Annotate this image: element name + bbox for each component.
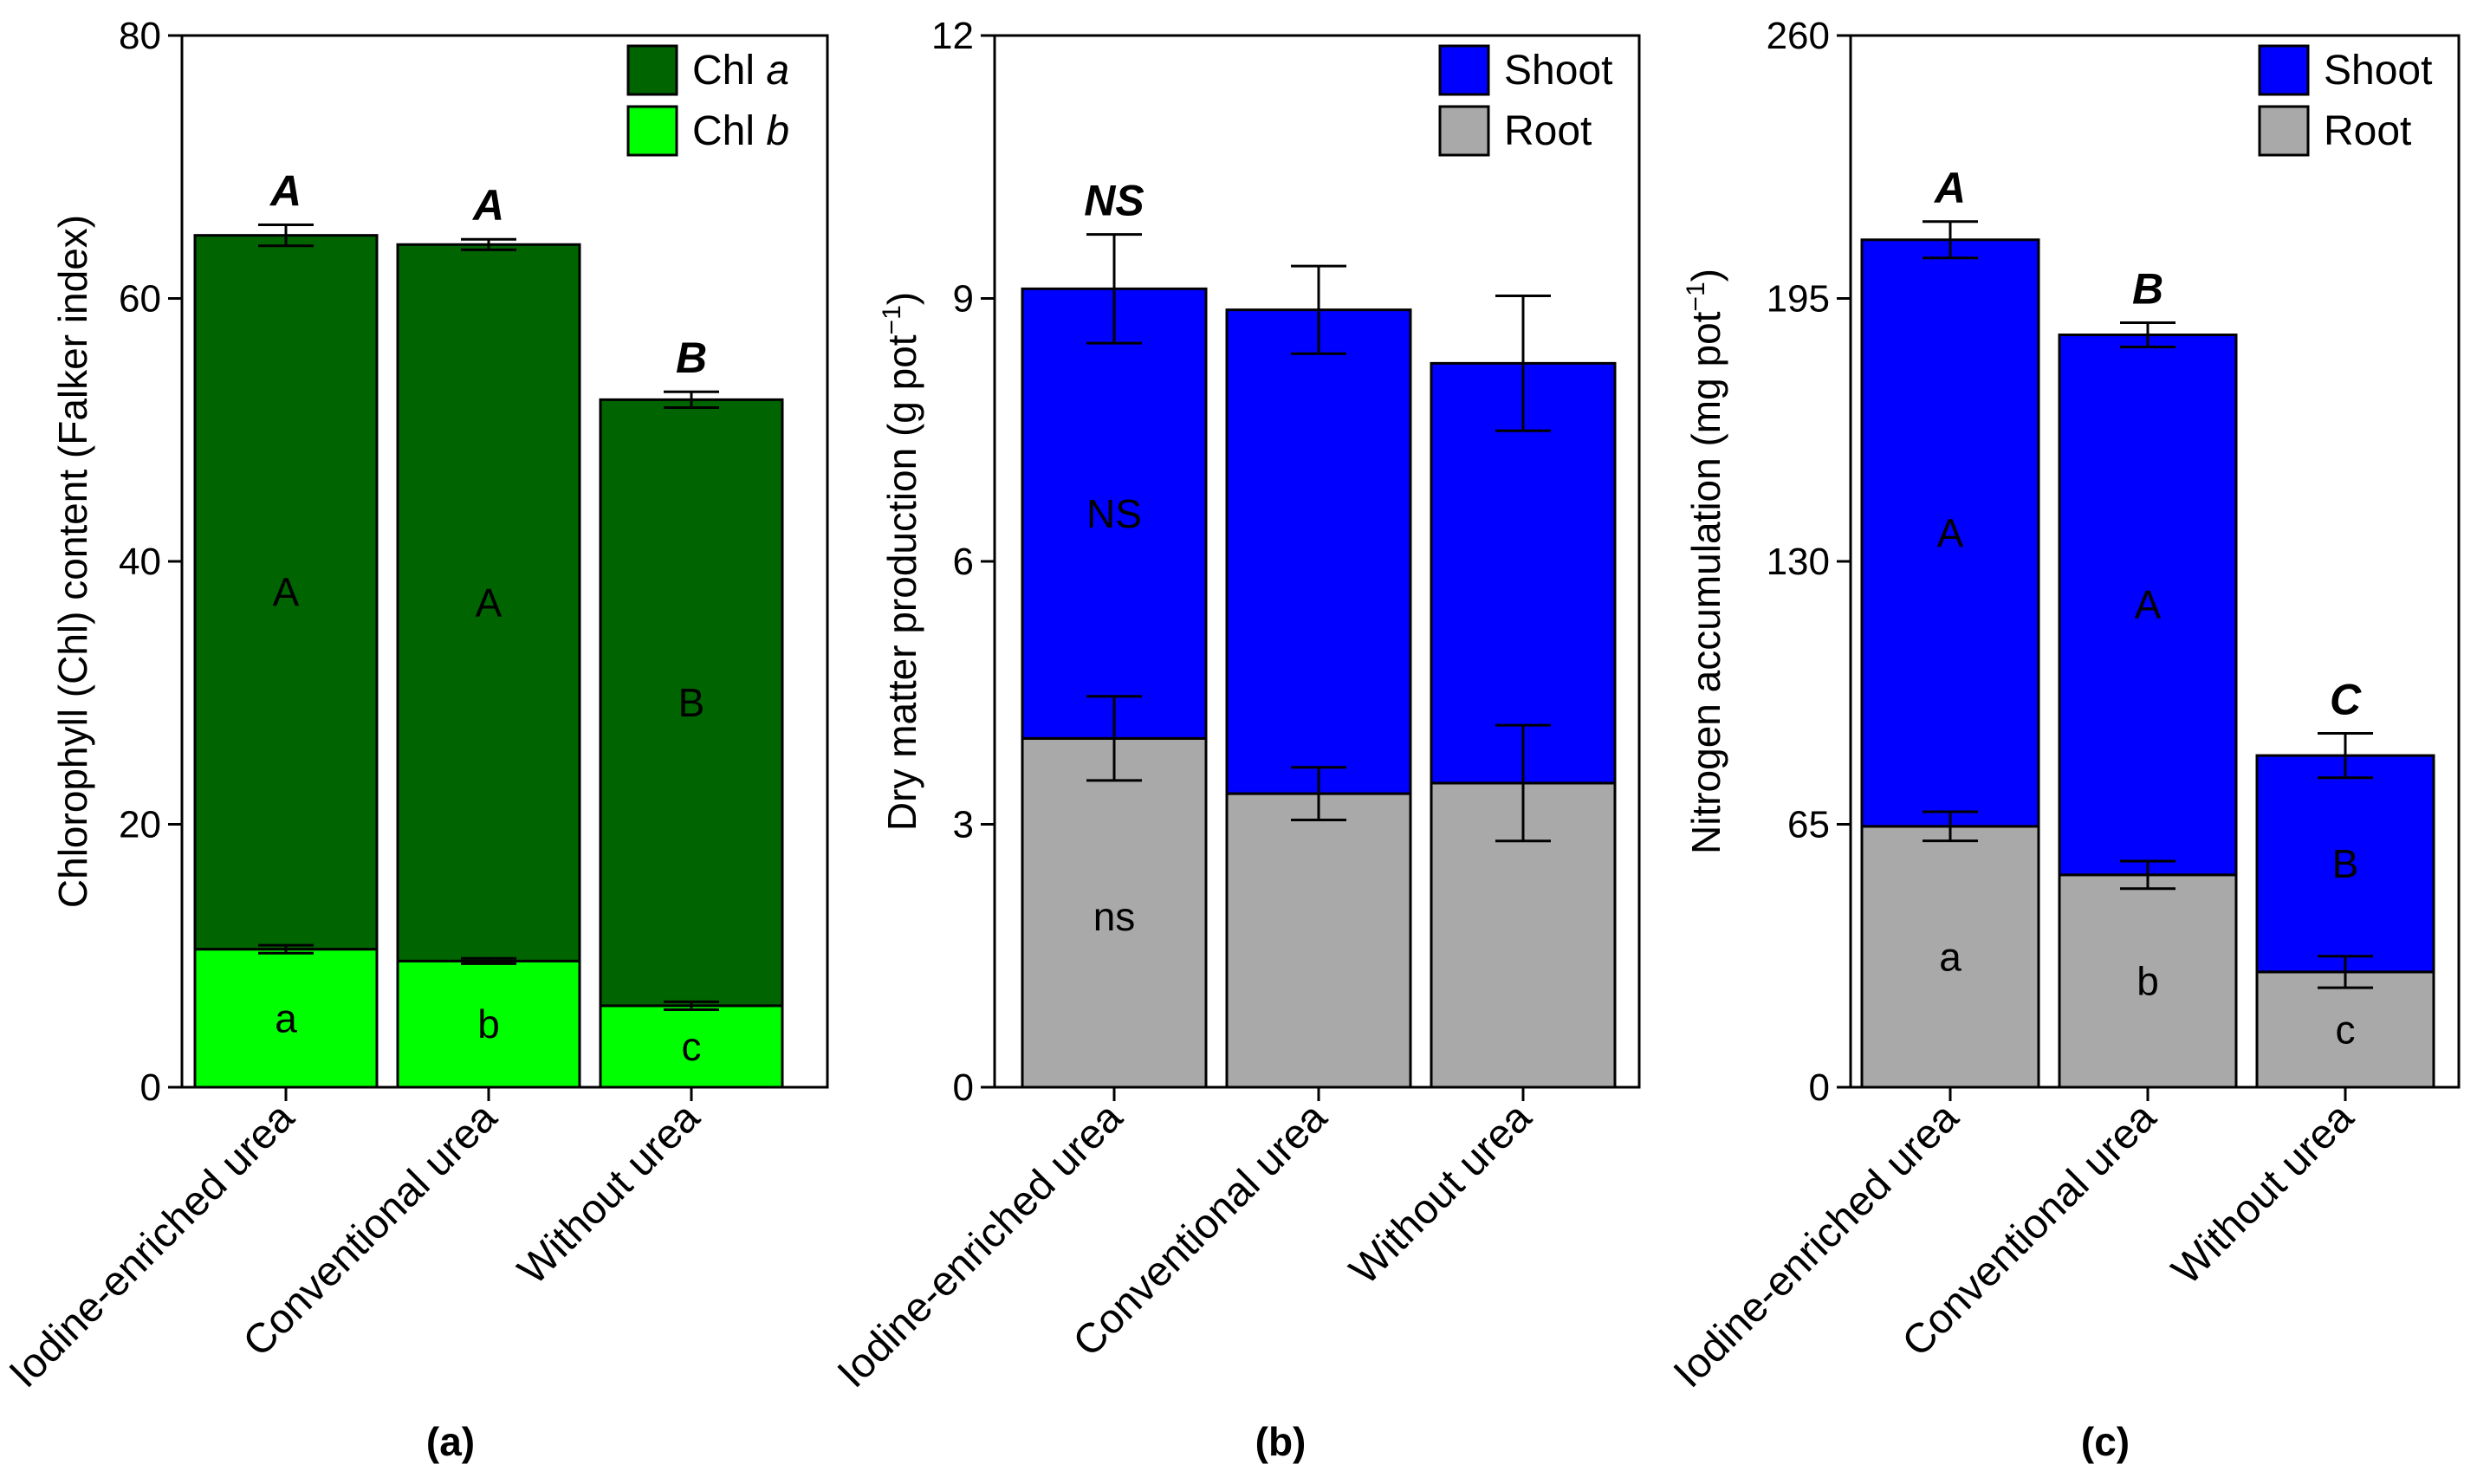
legend-swatch — [2258, 105, 2310, 157]
segment-letter: A — [2135, 582, 2162, 627]
legend-label: Chl a — [692, 48, 789, 94]
significance-letter: B — [2132, 265, 2163, 314]
segment-letter: A — [476, 580, 503, 625]
legend-label: Chl b — [692, 108, 789, 154]
y-tick-label: 60 — [119, 278, 161, 321]
x-tick-label: Without urea — [1341, 1094, 1540, 1293]
bar-chl-a — [193, 234, 379, 951]
significance-letter: A — [471, 181, 504, 230]
bar-chl-b — [599, 1004, 784, 1089]
legend-label-prefix: Chl — [692, 108, 766, 154]
y-tick-label: 3 — [953, 804, 974, 846]
y-axis-title: Chlorophyll (Chl) content (Falker index) — [50, 215, 95, 908]
bar-shoot — [1021, 287, 1208, 740]
y-axis-title-superscript: −1 — [1682, 282, 1710, 311]
significance-letter: A — [269, 167, 302, 216]
segment-letter: c — [682, 1024, 702, 1069]
y-axis-title-main: Dry matter production (g pot — [879, 334, 924, 831]
segment-letter: a — [275, 995, 297, 1040]
segment-letter: a — [1939, 934, 1961, 979]
x-tick-label: Without urea — [509, 1094, 709, 1293]
chart-panel-a: 0 20 40 60 80 Chlorophyll (Chl) content (Falk… — [1, 15, 829, 1464]
y-axis-title-main: Chlorophyll (Chl) content (Falker index) — [50, 215, 95, 908]
legend-swatch — [2258, 44, 2310, 96]
significance-letter: B — [676, 334, 707, 382]
significance-letter: A — [1933, 164, 1966, 212]
y-tick-label: 65 — [1787, 804, 1830, 846]
legend-label-prefix: Chl — [692, 48, 766, 94]
y-tick-label: 195 — [1767, 278, 1830, 321]
segment-letter: B — [678, 680, 705, 725]
y-tick-label: 0 — [953, 1066, 974, 1109]
chart-panel-c: 0 65 130 195 260 Nitrogen accumulation (mg po… — [1665, 15, 2461, 1464]
segment-letter: A — [1937, 510, 1964, 555]
y-tick-label: 20 — [119, 804, 161, 846]
y-axis-title-superscript: −1 — [878, 305, 906, 334]
legend-label: Shoot — [2324, 48, 2432, 94]
y-axis-title: Nitrogen accumulation (mg pot−1) — [1682, 269, 1728, 854]
significance-letter: C — [2330, 675, 2362, 723]
y-tick-label: 9 — [953, 278, 974, 321]
y-tick-label: 40 — [119, 541, 161, 583]
chart-panel-b: 0 3 6 9 12 Dry matter production (g pot−1) ns N… — [829, 15, 1641, 1464]
segment-letter: ns — [1093, 894, 1136, 939]
bar-root — [2058, 873, 2238, 1089]
y-axis-title: Dry matter production (g pot−1) — [878, 292, 924, 831]
segment-letter: NS — [1086, 491, 1142, 536]
y-tick-label: 12 — [931, 15, 974, 57]
y-axis-title-end: ) — [1683, 269, 1728, 282]
y-tick-label: 80 — [119, 15, 161, 57]
bar-root — [1860, 825, 2040, 1089]
legend-label: Root — [2324, 108, 2411, 154]
y-tick-label: 0 — [1809, 1066, 1830, 1109]
segment-letter: c — [2336, 1007, 2356, 1052]
legend: Shoot Root — [2258, 44, 2432, 157]
segment-letter: A — [273, 570, 300, 615]
legend-swatch — [1438, 44, 1490, 96]
panel-label: (b) — [1255, 1419, 1307, 1464]
y-tick-label: 0 — [140, 1066, 161, 1109]
legend: Shoot Root — [1438, 44, 1612, 157]
bar-root — [1225, 792, 1412, 1089]
legend-label: Shoot — [1504, 48, 1612, 94]
panel-label: (a) — [426, 1419, 475, 1464]
legend-swatch — [626, 44, 678, 96]
segment-letter: b — [477, 1001, 500, 1047]
segment-letter: B — [2332, 841, 2359, 886]
bar-shoot — [2255, 754, 2435, 974]
legend-label-italic: b — [766, 108, 789, 154]
legend-label: Root — [1504, 108, 1592, 154]
legend-label-italic: a — [766, 48, 789, 94]
y-axis-title-main: Nitrogen accumulation (mg pot — [1683, 311, 1728, 854]
x-tick-label: Without urea — [2163, 1094, 2363, 1293]
bar-shoot — [1860, 238, 2040, 828]
significance-letter: NS — [1084, 177, 1144, 225]
legend-swatch — [626, 105, 678, 157]
bar-chl-a — [396, 243, 581, 962]
bar-root — [1021, 736, 1208, 1089]
y-axis-title-end: ) — [879, 292, 924, 305]
legend-swatch — [1438, 105, 1490, 157]
segment-letter: b — [2137, 958, 2159, 1003]
bar-chl-a — [599, 398, 784, 1008]
bar-shoot — [1225, 308, 1412, 795]
panel-label: (c) — [2081, 1419, 2130, 1464]
y-tick-label: 130 — [1767, 541, 1830, 583]
y-tick-label: 260 — [1767, 15, 1830, 57]
y-tick-label: 6 — [953, 541, 974, 583]
